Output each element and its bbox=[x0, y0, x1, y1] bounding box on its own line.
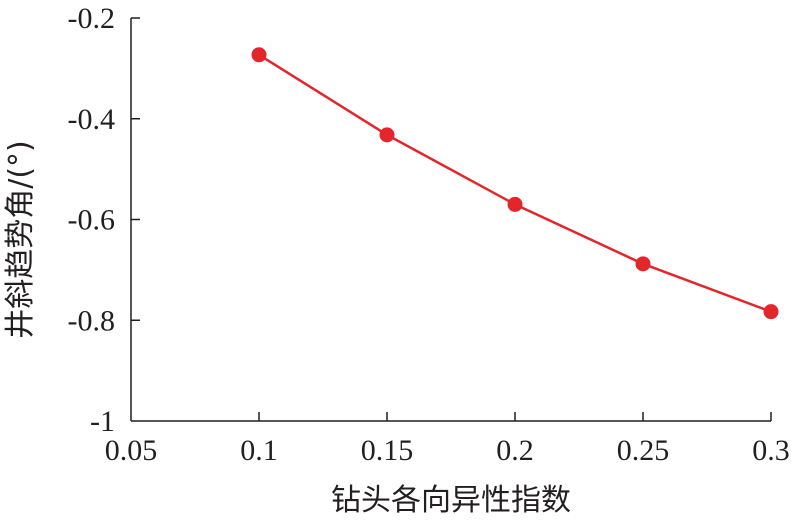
x-tick-label: 0.25 bbox=[617, 434, 670, 467]
x-tick-label: 0.15 bbox=[361, 434, 414, 467]
x-tick-label: 0.3 bbox=[752, 434, 790, 467]
y-ticks: -1 -0.8 -0.6 -0.4 -0.2 bbox=[68, 2, 140, 438]
axes bbox=[130, 18, 771, 422]
x-tick-label: 0.05 bbox=[105, 434, 158, 467]
y-tick-label: -0.4 bbox=[68, 103, 116, 136]
x-axis-title: 钻头各向异性指数 bbox=[331, 483, 571, 518]
x-ticks: 0.05 0.1 0.15 0.2 0.25 0.3 bbox=[105, 412, 790, 467]
plot-series bbox=[251, 47, 779, 320]
x-tick-label: 0.2 bbox=[496, 434, 534, 467]
series-line bbox=[258, 53, 772, 313]
y-tick-label: -1 bbox=[90, 405, 115, 438]
x-tick-label: 0.1 bbox=[240, 434, 278, 467]
y-tick-label: -0.8 bbox=[68, 304, 116, 337]
y-tick-label: -0.6 bbox=[68, 204, 116, 237]
data-point bbox=[635, 256, 651, 272]
y-axis-title: 井斜趋势角/(°) bbox=[3, 140, 38, 339]
data-point bbox=[763, 304, 779, 320]
data-point bbox=[379, 127, 395, 143]
data-point bbox=[507, 196, 523, 212]
data-point bbox=[251, 47, 267, 63]
y-tick-label: -0.2 bbox=[68, 2, 116, 35]
